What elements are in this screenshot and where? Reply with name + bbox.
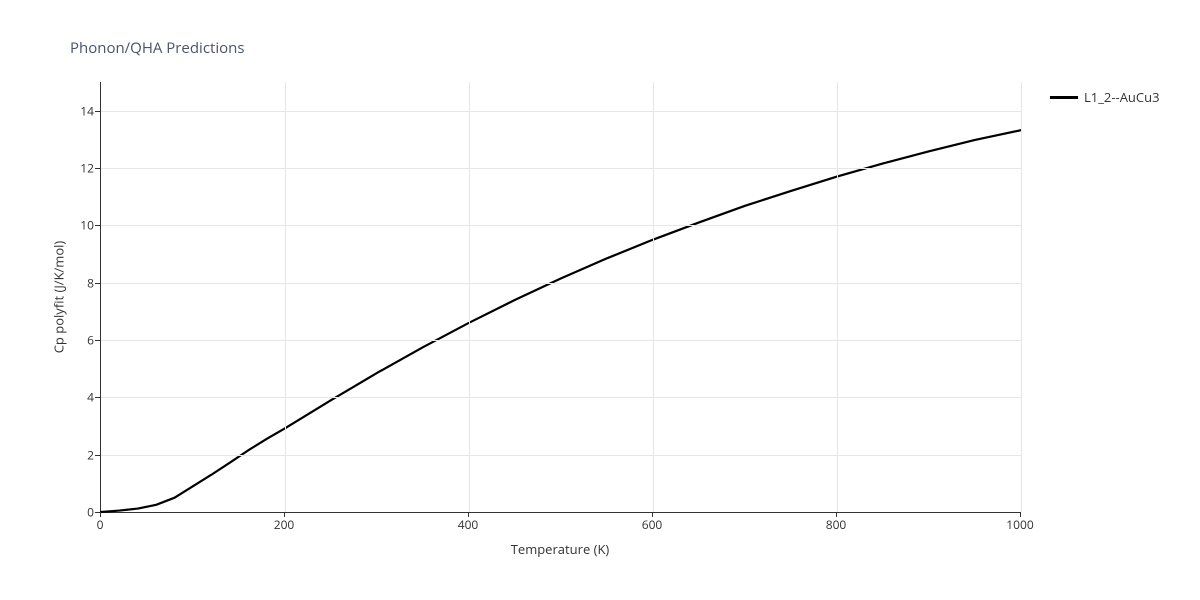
chart-container: Phonon/QHA Predictions Cp polyfit (J/K/m… bbox=[0, 0, 1200, 600]
x-tick-label: 0 bbox=[97, 516, 104, 533]
legend-label: L1_2--AuCu3 bbox=[1084, 88, 1160, 106]
grid-line-v bbox=[469, 82, 470, 512]
y-axis-label-wrap: Cp polyfit (J/K/mol) bbox=[48, 82, 68, 512]
y-tick-label: 0 bbox=[87, 504, 94, 521]
grid-line-h bbox=[101, 283, 1021, 284]
chart-title: Phonon/QHA Predictions bbox=[70, 38, 245, 58]
y-tick-mark bbox=[95, 455, 100, 456]
y-tick-mark bbox=[95, 397, 100, 398]
grid-line-v bbox=[837, 82, 838, 512]
y-tick-label: 4 bbox=[87, 389, 94, 406]
y-tick-label: 8 bbox=[87, 274, 94, 291]
legend: L1_2--AuCu3 bbox=[1050, 88, 1160, 106]
plot-area bbox=[100, 82, 1021, 513]
x-axis-label: Temperature (K) bbox=[100, 540, 1020, 558]
y-tick-mark bbox=[95, 111, 100, 112]
grid-line-h bbox=[101, 397, 1021, 398]
grid-line-h bbox=[101, 340, 1021, 341]
y-tick-label: 2 bbox=[87, 446, 94, 463]
x-tick-label: 400 bbox=[458, 516, 479, 533]
x-tick-label: 600 bbox=[642, 516, 663, 533]
grid-line-h bbox=[101, 168, 1021, 169]
grid-line-v bbox=[285, 82, 286, 512]
y-tick-mark bbox=[95, 283, 100, 284]
y-tick-label: 12 bbox=[80, 160, 94, 177]
grid-line-h bbox=[101, 225, 1021, 226]
x-tick-label: 200 bbox=[274, 516, 295, 533]
x-tick-label: 800 bbox=[826, 516, 847, 533]
y-tick-label: 14 bbox=[80, 102, 94, 119]
grid-line-v bbox=[1021, 82, 1022, 512]
y-tick-mark bbox=[95, 225, 100, 226]
y-axis-label: Cp polyfit (J/K/mol) bbox=[49, 241, 67, 354]
grid-line-v bbox=[653, 82, 654, 512]
y-tick-mark bbox=[95, 168, 100, 169]
legend-swatch bbox=[1050, 96, 1078, 99]
line-series bbox=[101, 82, 1021, 512]
grid-line-h bbox=[101, 111, 1021, 112]
y-tick-mark bbox=[95, 512, 100, 513]
x-tick-label: 1000 bbox=[1006, 516, 1033, 533]
grid-line-h bbox=[101, 455, 1021, 456]
y-tick-label: 10 bbox=[80, 217, 94, 234]
y-tick-mark bbox=[95, 340, 100, 341]
y-tick-label: 6 bbox=[87, 332, 94, 349]
